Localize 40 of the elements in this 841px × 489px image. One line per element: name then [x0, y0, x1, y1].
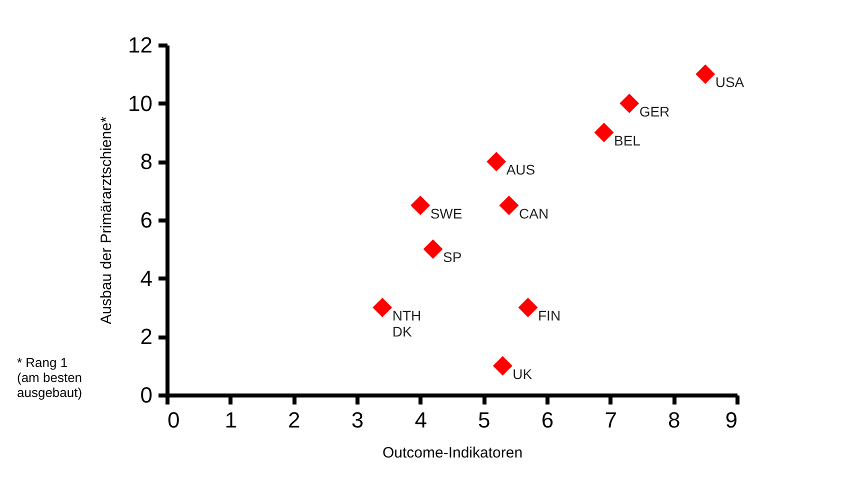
annotation: SP — [443, 249, 462, 266]
annotation: NTH DK — [392, 308, 422, 340]
point — [492, 356, 512, 376]
y-tick-label: 12 — [128, 32, 152, 58]
annotation: BEL — [614, 132, 641, 148]
point — [594, 122, 614, 142]
point — [620, 94, 640, 114]
y-tick-label: 4 — [140, 266, 152, 291]
y-axis-title: Ausbau der Primärarztschiene* — [98, 116, 116, 324]
x-axis-title: Outcome-Indikatoren — [382, 444, 523, 462]
annotation: UK — [512, 366, 533, 382]
x-tick-label: 7 — [604, 408, 617, 432]
point — [486, 152, 506, 172]
annotation: SWE — [430, 205, 462, 222]
point — [372, 298, 392, 318]
x-tick-label: 6 — [541, 408, 554, 432]
point — [410, 196, 430, 216]
y-tick-label: 2 — [140, 324, 152, 350]
annotation: CAN — [519, 205, 549, 222]
annotation: USA — [715, 74, 745, 90]
x-tick-label: 8 — [668, 408, 680, 432]
y-tick-label: 0 — [140, 382, 152, 408]
point — [499, 196, 519, 216]
point — [423, 239, 443, 259]
annotation: FIN — [538, 308, 561, 324]
annotation: GER — [639, 103, 670, 120]
annotation: AUS — [506, 162, 536, 178]
x-tick-label: 1 — [224, 408, 237, 432]
point — [696, 64, 716, 84]
x-tick-label: 3 — [351, 408, 364, 432]
text: * Rang 1 (am besten ausgebaut) — [17, 355, 82, 400]
x-tick-label: 5 — [478, 408, 490, 432]
x-tick-label: 4 — [414, 408, 427, 432]
x-tick-label: 0 — [168, 408, 180, 432]
x-tick-label: 9 — [725, 408, 738, 432]
y-tick-label: 8 — [140, 149, 152, 174]
y-tick-label: 10 — [128, 90, 152, 116]
y-tick-label: 6 — [140, 208, 152, 232]
x-tick-label: 2 — [288, 408, 300, 432]
point — [518, 298, 538, 318]
